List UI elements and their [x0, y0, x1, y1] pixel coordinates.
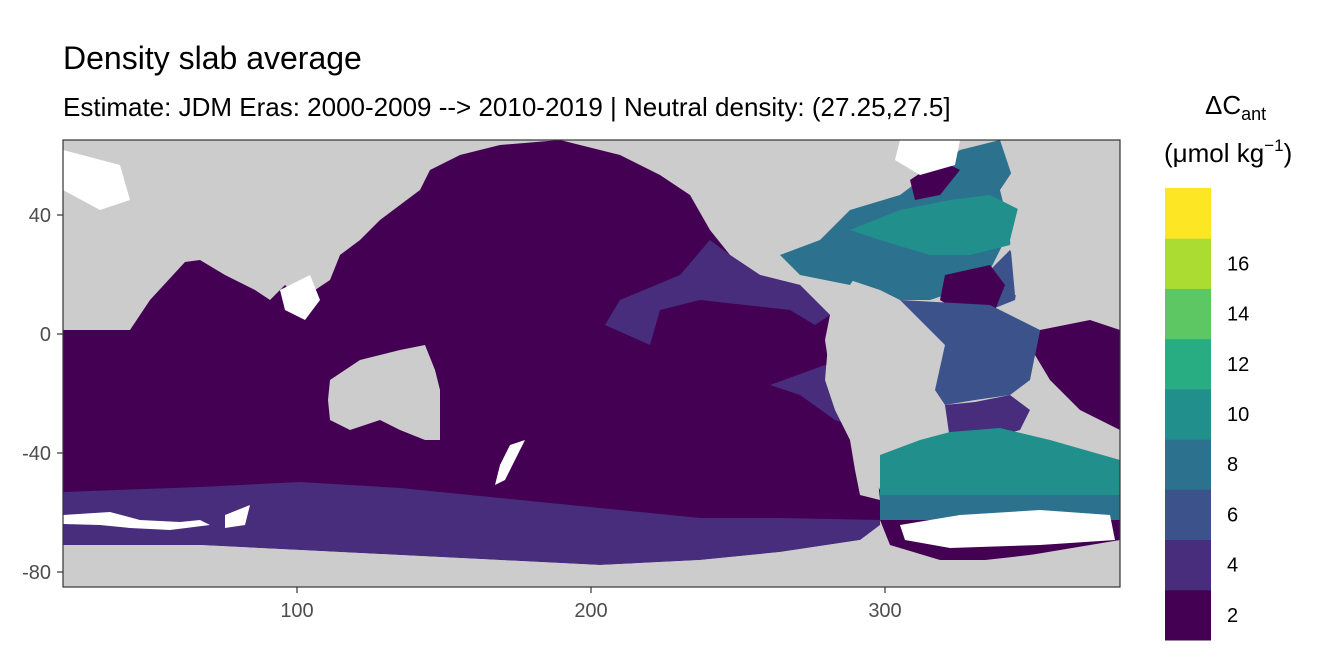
legend-title-sub: ant: [1241, 104, 1266, 124]
legend-title: ΔCant: [1205, 90, 1266, 124]
legend-label-2: 2: [1227, 605, 1238, 627]
y-tick-label-minus40: -40: [22, 443, 51, 465]
africa-land: [1000, 140, 1120, 330]
legend-unit: (μmol kg−1): [1164, 136, 1292, 168]
new-zealand-land: [495, 440, 525, 485]
y-axis: 40 0 -40 -80: [22, 205, 63, 584]
x-tick-label-200: 200: [574, 600, 607, 622]
y-tick-label-minus80: -80: [22, 562, 51, 584]
legend-swatch-2: [1165, 489, 1211, 541]
australia-land: [328, 345, 440, 440]
x-tick-label-300: 300: [868, 600, 901, 622]
gulf-of-guinea: [1035, 320, 1120, 430]
map-panel: [63, 140, 1120, 587]
south-atlantic-band: [880, 428, 1120, 505]
legend-unit-prefix: (μmol kg: [1164, 138, 1264, 168]
subpolar-north-atlantic: [910, 160, 960, 200]
legend-swatch-7: [1165, 238, 1211, 289]
legend-swatch-0: [1165, 589, 1211, 641]
legend-title-main: ΔC: [1205, 90, 1241, 120]
y-tick-label-40: 40: [29, 205, 51, 227]
chart-title: Density slab average: [63, 40, 362, 76]
south-atlantic-gyre: [945, 395, 1030, 440]
antarctica-land: [63, 540, 1120, 587]
southern-ocean-belt: [63, 482, 880, 565]
legend-labels: 2 4 6 8 10 12 14 16: [1227, 253, 1249, 627]
legend-unit-suffix: ): [1284, 138, 1293, 168]
legend: ΔCant (μmol kg−1) 2 4 6 8 10 12 14 16: [1164, 90, 1292, 641]
hudson-bay: [895, 140, 960, 175]
legend-unit-exp: −1: [1264, 136, 1283, 155]
legend-swatch-5: [1165, 338, 1211, 390]
legend-swatch-4: [1165, 388, 1211, 440]
y-tick-label-0: 0: [40, 324, 51, 346]
legend-label-8: 8: [1227, 454, 1238, 476]
legend-swatch-8: [1165, 188, 1211, 239]
legend-label-4: 4: [1227, 555, 1238, 577]
indo-pacific-ocean: [63, 140, 880, 525]
legend-label-14: 14: [1227, 304, 1249, 326]
south-america-land: [825, 300, 945, 500]
weddell-ice: [900, 510, 1115, 548]
eastern-tropical-pacific: [605, 240, 830, 345]
chart-subtitle: Estimate: JDM Eras: 2000-2009 --> 2010-2…: [63, 92, 951, 122]
legend-label-16: 16: [1227, 253, 1249, 275]
east-asia-seas: [280, 275, 320, 320]
legend-colorbar: [1165, 188, 1211, 641]
north-atlantic-core: [850, 195, 1020, 255]
x-axis: 100 200 300: [280, 587, 902, 622]
caribbean-sea: [780, 250, 860, 285]
mediterranean-outflow: [940, 265, 1005, 315]
tropical-atlantic: [900, 300, 1040, 405]
x-tick-label-100: 100: [280, 600, 313, 622]
legend-swatch-1: [1165, 539, 1211, 591]
antarctic-ice-mid: [225, 505, 250, 528]
legend-swatch-3: [1165, 439, 1211, 490]
antarctic-ice-left: [63, 512, 210, 530]
legend-label-12: 12: [1227, 354, 1249, 376]
legend-label-6: 6: [1227, 504, 1238, 526]
caspian-region: [63, 150, 130, 210]
legend-swatch-6: [1165, 288, 1211, 340]
legend-label-10: 10: [1227, 404, 1249, 426]
